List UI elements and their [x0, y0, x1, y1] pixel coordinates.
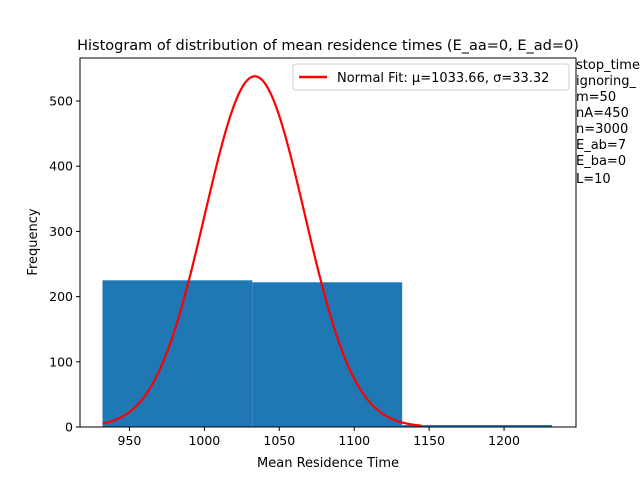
histogram-bar-3	[402, 425, 553, 427]
x-axis-ticks: 950 1000 1050 1100 1150 1200	[118, 427, 520, 448]
x-tick-label: 1150	[413, 433, 445, 448]
histogram-bars	[102, 280, 553, 427]
chart-title: Histogram of distribution of mean reside…	[77, 38, 579, 54]
y-tick-label: 100	[49, 354, 73, 369]
fit-line-group	[102, 75, 422, 427]
legend: Normal Fit: μ=1033.66, σ=33.32	[292, 63, 570, 91]
parameter-annotations: stop_time ignoring_ m=50 nA=450 n=3000 E…	[576, 58, 640, 187]
y-tick-label: 0	[65, 420, 73, 435]
annotation-stop-time: stop_time	[576, 58, 640, 73]
x-axis-label: Mean Residence Time	[257, 456, 399, 471]
x-tick-label: 1200	[488, 433, 520, 448]
annotation-E-ab: E_ab=7	[576, 138, 626, 153]
y-tick-label: 300	[49, 224, 73, 239]
annotation-L: L=10	[576, 172, 611, 187]
annotation-m: m=50	[576, 90, 616, 105]
y-tick-label: 400	[49, 159, 73, 174]
histogram-bar-1	[102, 280, 253, 427]
x-tick-label: 1000	[188, 433, 220, 448]
legend-fit-label: Normal Fit: μ=1033.66, σ=33.32	[337, 71, 549, 86]
annotation-nA: nA=450	[576, 106, 629, 121]
plot-frame	[79, 57, 577, 428]
y-axis-label: Frequency	[26, 208, 41, 275]
x-tick-label: 1100	[338, 433, 370, 448]
legend-box	[292, 63, 570, 91]
normal-fit-line	[102, 75, 422, 427]
y-axis-ticks: 0 100 200 300 400 500	[49, 94, 80, 435]
annotation-E-ba: E_ba=0	[576, 154, 626, 169]
y-tick-label: 500	[49, 94, 73, 109]
y-tick-label: 200	[49, 289, 73, 304]
annotation-ignoring: ignoring_	[576, 74, 637, 89]
x-tick-label: 950	[118, 433, 142, 448]
x-tick-label: 1050	[263, 433, 295, 448]
annotation-n: n=3000	[576, 122, 628, 137]
